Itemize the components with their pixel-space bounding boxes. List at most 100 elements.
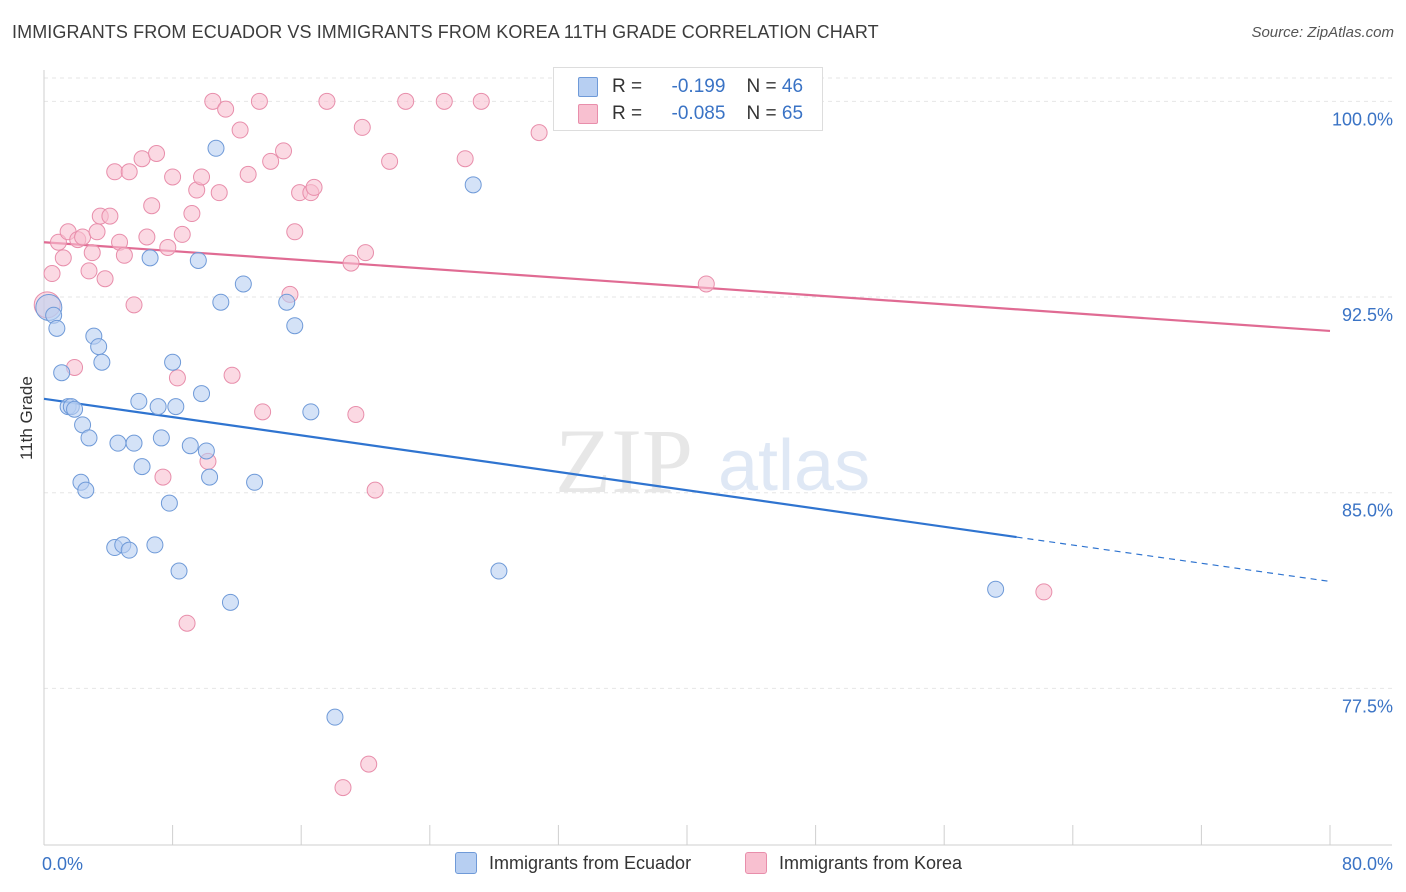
point-korea-56 <box>381 152 399 170</box>
trend-line-ecuador <box>43 397 1017 539</box>
point-korea-3 <box>54 249 72 267</box>
point-korea-41 <box>262 152 280 170</box>
point-korea-7 <box>74 228 92 246</box>
y-tick-label-2: 85.0% <box>1342 501 1393 521</box>
point-korea-29 <box>183 205 201 223</box>
watermark-zip: ZIP <box>555 410 693 512</box>
point-ecuador-13 <box>93 353 111 371</box>
y-tick-label-0: 100.0% <box>1332 109 1393 129</box>
x-tick-label-0: 0.0% <box>42 854 83 874</box>
point-ecuador-39 <box>278 293 296 311</box>
point-ecuador-23 <box>149 398 167 416</box>
axis-layer <box>43 70 1392 846</box>
point-korea-8 <box>80 262 98 280</box>
point-korea-47 <box>305 178 323 196</box>
point-ecuador-18 <box>125 434 143 452</box>
point-korea-55 <box>366 481 384 499</box>
point-ecuador-2 <box>48 319 66 337</box>
series-legend: Immigrants from Ecuador Immigrants from … <box>0 852 1406 878</box>
point-ecuador-15 <box>109 434 127 452</box>
point-korea-39 <box>250 92 268 110</box>
point-ecuador-42 <box>326 708 344 726</box>
point-korea-19 <box>133 150 151 168</box>
legend-n-value-ecuador: 46 <box>781 76 804 97</box>
chart-title: IMMIGRANTS FROM ECUADOR VS IMMIGRANTS FR… <box>12 22 879 42</box>
point-korea-2 <box>49 233 67 251</box>
point-korea-49 <box>334 779 352 797</box>
point-ecuador-21 <box>141 249 159 267</box>
point-ecuador-44 <box>490 562 508 580</box>
point-korea-52 <box>353 118 371 136</box>
point-korea-16 <box>115 246 133 264</box>
point-ecuador-19 <box>130 392 148 410</box>
point-ecuador-34 <box>207 139 225 157</box>
point-ecuador-25 <box>160 494 178 512</box>
point-korea-51 <box>347 405 365 423</box>
series-swatch-korea <box>745 852 767 874</box>
legend-n-value-korea: 65 <box>781 103 804 124</box>
point-korea-34 <box>210 184 228 202</box>
legend-swatch-ecuador <box>578 77 598 97</box>
trend-layer <box>43 241 1331 583</box>
point-korea-63 <box>697 275 715 293</box>
point-ecuador-30 <box>189 251 207 269</box>
point-korea-24 <box>159 238 177 256</box>
point-korea-20 <box>138 228 156 246</box>
point-korea-21 <box>143 197 161 215</box>
point-ecuador-20 <box>133 458 151 476</box>
point-korea-54 <box>360 755 378 773</box>
points-layer <box>33 92 1053 797</box>
point-korea-17 <box>120 163 138 181</box>
point-ecuador-29 <box>181 437 199 455</box>
correlation-legend: R = -0.199 N = 46 R = -0.085 N = 65 <box>553 67 823 131</box>
point-ecuador-10 <box>80 429 98 447</box>
point-korea-28 <box>178 614 196 632</box>
point-korea-36 <box>223 366 241 384</box>
x-tick-label-1: 80.0% <box>1342 854 1393 874</box>
y-axis-label: 11th Grade <box>17 376 36 460</box>
point-ecuador-35 <box>212 293 230 311</box>
point-korea-14 <box>106 163 124 181</box>
legend-n-label: N = <box>746 76 777 97</box>
legend-n-label: N = <box>746 103 777 124</box>
legend-swatch-korea <box>578 104 598 124</box>
point-korea-26 <box>168 369 186 387</box>
point-korea-58 <box>435 92 453 110</box>
point-korea-10 <box>88 223 106 241</box>
point-ecuador-24 <box>152 429 170 447</box>
legend-r-value-korea: -0.085 <box>671 103 726 124</box>
point-ecuador-6 <box>66 400 84 418</box>
point-ecuador-3 <box>53 364 71 382</box>
point-korea-22 <box>148 145 166 163</box>
point-ecuador-17 <box>120 541 138 559</box>
point-korea-44 <box>286 223 304 241</box>
series-label-ecuador: Immigrants from Ecuador <box>489 852 692 873</box>
series-legend-ecuador[interactable]: Immigrants from Ecuador <box>455 852 691 874</box>
point-ecuador-37 <box>234 275 252 293</box>
series-legend-korea[interactable]: Immigrants from Korea <box>745 852 962 874</box>
legend-row-ecuador: R = -0.199 N = 46 <box>578 74 803 100</box>
legend-r-label: R = <box>612 103 643 124</box>
watermark-atlas: atlas <box>718 426 870 506</box>
point-ecuador-38 <box>246 473 264 491</box>
point-korea-53 <box>357 244 374 262</box>
point-korea-42 <box>275 142 293 160</box>
point-ecuador-22 <box>146 536 164 554</box>
point-ecuador-27 <box>167 398 185 416</box>
point-korea-33 <box>204 92 222 110</box>
legend-row-korea: R = -0.085 N = 65 <box>578 101 803 127</box>
trend-line-ecuador-extension <box>1016 536 1331 583</box>
series-swatch-ecuador <box>455 852 477 874</box>
y-tick-label-1: 92.5% <box>1342 305 1393 325</box>
point-korea-13 <box>101 207 119 225</box>
point-korea-25 <box>164 168 182 186</box>
point-ecuador-33 <box>201 468 219 486</box>
legend-r-value-ecuador: -0.199 <box>671 76 726 97</box>
point-ecuador-32 <box>197 442 215 460</box>
point-korea-60 <box>472 92 490 110</box>
y-tick-label-3: 77.5% <box>1342 696 1393 716</box>
watermark: ZIP atlas <box>555 410 870 512</box>
point-ecuador-43 <box>464 176 482 194</box>
series-label-korea: Immigrants from Korea <box>779 852 963 873</box>
